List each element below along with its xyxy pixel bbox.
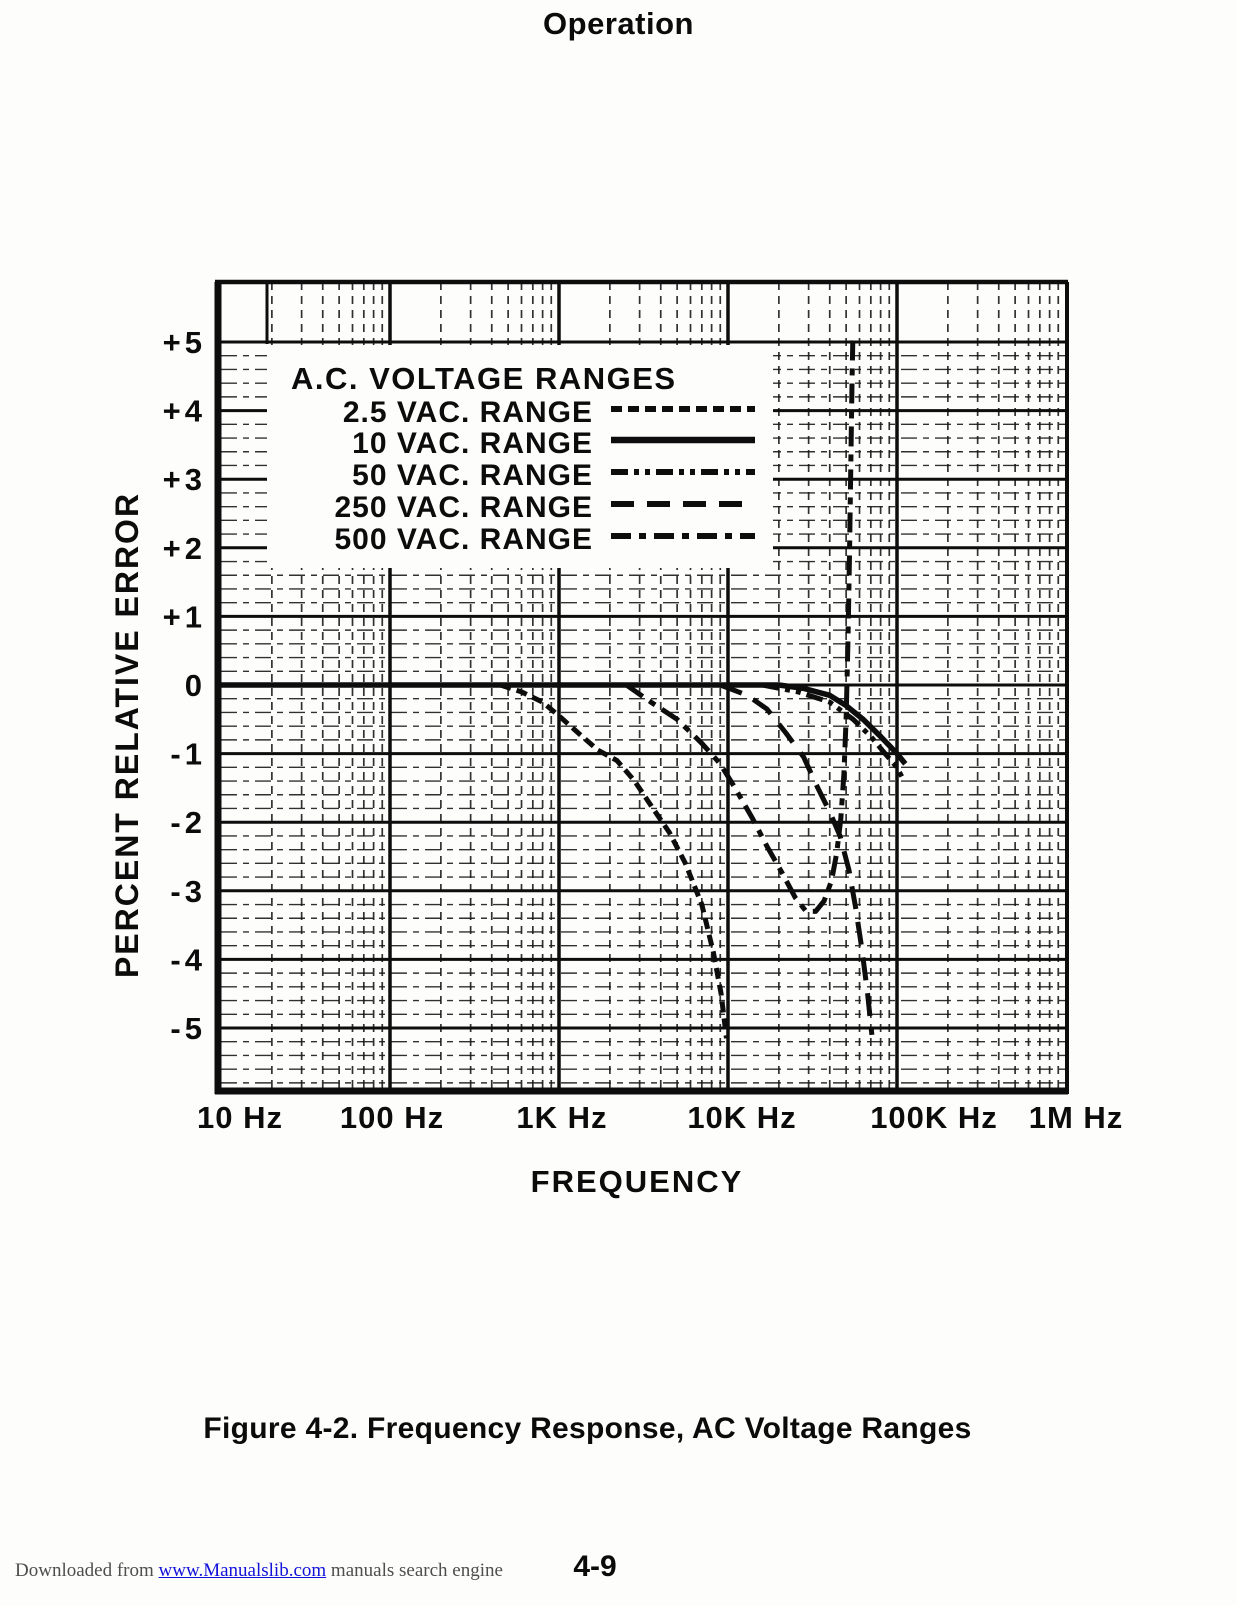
y-tick-label: +3 xyxy=(163,462,206,497)
y-tick-label: +2 xyxy=(163,531,206,566)
legend-label: 2.5 VAC. RANGE xyxy=(343,396,593,429)
y-tick-label: +1 xyxy=(163,599,206,634)
y-tick-label: -2 xyxy=(170,805,206,840)
y-tick-label: +4 xyxy=(163,394,206,429)
legend-label: 10 VAC. RANGE xyxy=(352,427,593,460)
scan-notch xyxy=(224,285,265,340)
legend-label: 500 VAC. RANGE xyxy=(334,523,593,556)
y-tick-label: +5 xyxy=(163,325,206,360)
footer-suffix: manuals search engine xyxy=(326,1560,503,1581)
x-tick-label: 10K Hz xyxy=(687,1100,796,1135)
y-tick-label: -5 xyxy=(170,1011,206,1046)
curve-250-vac-range xyxy=(719,682,875,1036)
footer-prefix: Downloaded from xyxy=(15,1560,159,1581)
x-axis-title: FREQUENCY xyxy=(531,1164,744,1199)
y-tick-label: -1 xyxy=(170,737,206,772)
x-tick-label: 10 Hz xyxy=(197,1100,283,1135)
page-title: Operation xyxy=(543,6,694,41)
curve-50-vac-range xyxy=(762,682,907,783)
curve-2-5-vac-range xyxy=(499,682,729,1039)
manualslib-link[interactable]: www.Manualslib.com xyxy=(158,1560,327,1581)
legend-box xyxy=(267,345,773,568)
y-tick-label: 0 xyxy=(185,668,206,703)
x-tick-label: 100K Hz xyxy=(870,1100,998,1135)
legend-label: 250 VAC. RANGE xyxy=(334,491,593,524)
curve-500-vac-range xyxy=(624,335,856,914)
footer: Downloaded from www.Manualslib.com manua… xyxy=(15,1560,503,1582)
curve-10-vac-range xyxy=(221,682,908,766)
y-tick-label: -3 xyxy=(170,874,206,909)
page-number: 4-9 xyxy=(573,1550,617,1583)
x-tick-label: 1K Hz xyxy=(516,1100,607,1135)
figure-caption: Figure 4-2. Frequency Response, AC Volta… xyxy=(203,1412,972,1445)
y-tick-label: -4 xyxy=(170,942,206,977)
legend-label: 50 VAC. RANGE xyxy=(352,459,593,492)
x-tick-label: 1M Hz xyxy=(1029,1100,1124,1135)
legend-title: A.C. VOLTAGE RANGES xyxy=(291,361,677,396)
y-axis-title: PERCENT RELATIVE ERROR xyxy=(109,492,145,978)
x-tick-label: 100 Hz xyxy=(340,1100,444,1135)
